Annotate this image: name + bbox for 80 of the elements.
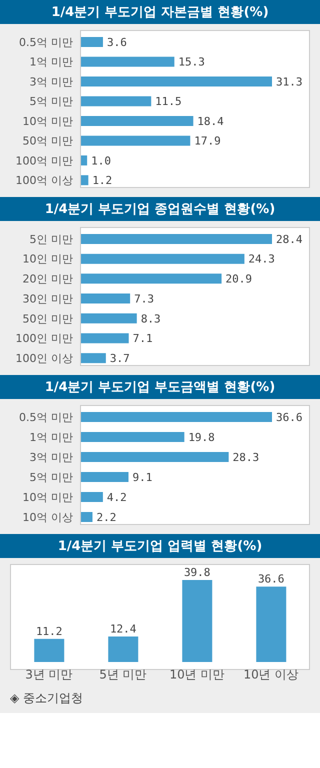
y-tick-label: 100억 미만	[16, 154, 73, 168]
y-tick-label: 0.5억 미만	[19, 36, 73, 49]
bar	[81, 155, 88, 166]
data-label: 28.3	[232, 450, 260, 464]
bar	[81, 254, 244, 264]
y-tick-label: 10억 이상	[22, 510, 73, 524]
bar	[108, 636, 138, 662]
data-label: 11.5	[155, 95, 182, 108]
y-tick-label: 3억 미만	[30, 75, 73, 88]
bar	[81, 36, 103, 47]
y-tick-label: 3억 미만	[30, 450, 73, 464]
bar	[81, 333, 129, 344]
data-label: 3.6	[106, 36, 127, 49]
data-label: 17.9	[194, 134, 221, 148]
chart-title: 1/4분기 부도기업 부도금액별 현황(%)	[0, 375, 320, 399]
y-tick-label: 10인 미만	[22, 252, 73, 266]
y-tick-label: 10억 미만	[22, 490, 73, 504]
bar	[81, 116, 194, 126]
chart-title: 1/4분기 부도기업 업력별 현황(%)	[0, 534, 320, 558]
bar	[81, 76, 272, 86]
bar	[81, 412, 272, 422]
data-label: 36.6	[276, 410, 302, 424]
bar	[81, 175, 88, 186]
data-label: 24.3	[248, 252, 275, 266]
data-label: 1.0	[91, 154, 111, 168]
data-label: 36.6	[258, 572, 284, 586]
bar	[81, 136, 190, 146]
text: ◈ 중소기업청	[9, 690, 84, 707]
bar	[81, 234, 272, 244]
y-tick-label: 50억 미만	[22, 134, 73, 148]
bar	[81, 274, 222, 284]
bar	[81, 56, 174, 67]
data-label: 31.3	[276, 75, 302, 88]
bar	[81, 492, 103, 502]
y-tick-label: 0.5억 미만	[19, 410, 73, 424]
bar	[81, 432, 184, 442]
bar	[34, 638, 64, 662]
bar	[256, 586, 286, 662]
data-label: 15.3	[178, 56, 205, 69]
y-tick-label: 10억 미만	[22, 114, 73, 128]
bar	[81, 512, 92, 522]
data-label: 19.8	[188, 430, 215, 444]
y-tick-label: 1억 미만	[30, 56, 73, 69]
data-label: 11.2	[36, 624, 62, 638]
bar	[182, 580, 212, 662]
data-label: 39.8	[184, 566, 210, 579]
data-label: 3.7	[110, 352, 130, 366]
data-label: 2.2	[96, 510, 116, 524]
x-tick-label: 10년 미만	[169, 668, 225, 682]
bar	[81, 294, 130, 304]
y-tick-label: 30인 미만	[22, 292, 73, 306]
y-tick-label: 100인 이상	[16, 352, 73, 365]
data-label: 28.4	[276, 232, 303, 246]
chart-title: 1/4분기 부도기업 종업원수별 현황(%)	[0, 197, 320, 221]
y-tick-label: 50인 미만	[22, 312, 73, 326]
x-tick-label: 10년 이상	[243, 668, 299, 682]
chart-title: 1/4분기 부도기업 자본금별 현황(%)	[0, 0, 320, 24]
data-label: 4.2	[106, 490, 127, 504]
data-label: 7.1	[132, 332, 153, 346]
x-tick-label: 5년 미만	[99, 668, 147, 682]
bar	[81, 472, 128, 482]
y-tick-label: 1억 미만	[30, 430, 73, 444]
bar	[81, 353, 106, 364]
data-label: 9.1	[132, 470, 152, 484]
data-label: 20.9	[226, 272, 252, 286]
data-label: 18.4	[197, 114, 224, 128]
bar	[81, 96, 152, 106]
data-label: 8.3	[140, 312, 161, 326]
bar	[81, 452, 229, 462]
x-tick-label: 3년 미만	[25, 668, 73, 682]
y-tick-label: 5인 미만	[30, 232, 73, 246]
y-tick-label: 20인 미만	[22, 272, 73, 286]
y-tick-label: 100억 이상	[16, 174, 73, 188]
data-label: 12.4	[110, 622, 137, 636]
bar	[81, 313, 137, 324]
y-tick-label: 100인 미만	[16, 332, 73, 346]
data-label: 7.3	[134, 292, 154, 306]
y-tick-label: 5억 미만	[30, 470, 73, 484]
y-tick-label: 5억 미만	[30, 95, 73, 108]
data-label: 1.2	[92, 174, 112, 188]
